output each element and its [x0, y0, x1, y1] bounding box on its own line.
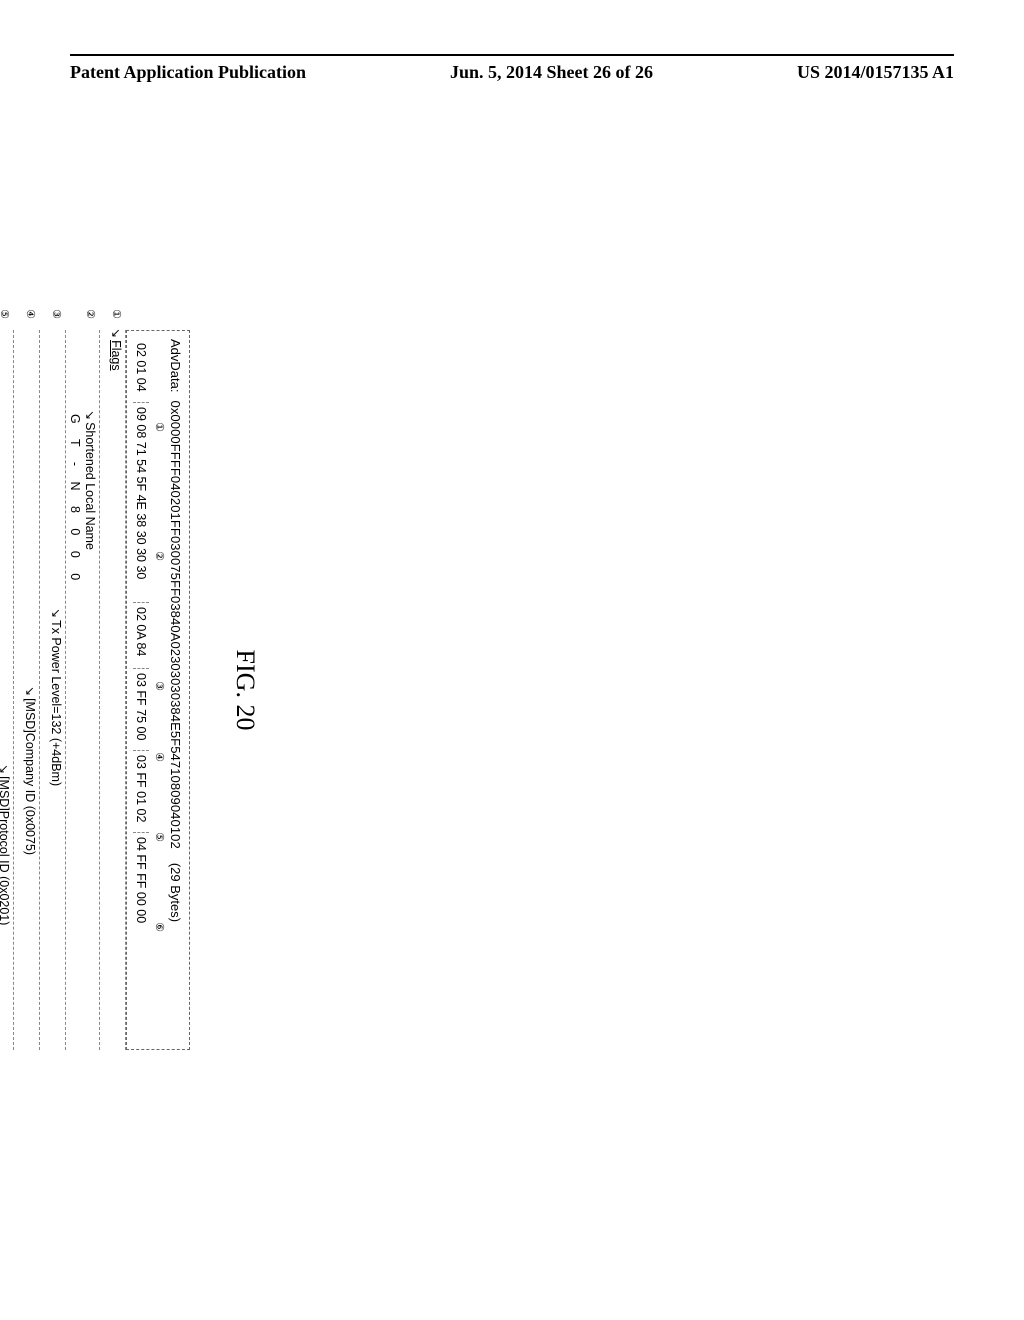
advdata-hex: 0x0000FFFF040201FF030075FF03840A02303030…: [168, 400, 183, 848]
bytes-seg-6: 04 FF FF 00 00: [133, 833, 149, 937]
decode-rows: ① ↘Flags ② ↘Shortened Local Name G T - N…: [0, 330, 126, 1050]
marker-6: ⑥: [153, 877, 166, 977]
header-right: US 2014/0157135 A1: [797, 62, 954, 83]
marker-5: ⑤: [153, 797, 166, 877]
decode-idx-5: ⑤: [0, 302, 11, 326]
decode-text-1: Flags: [109, 340, 123, 371]
advdata-line: AdvData: 0x0000FFFF040201FF030075FF03840…: [168, 339, 183, 1041]
page: Patent Application Publication Jun. 5, 2…: [0, 0, 1024, 1320]
bytes-row: 02 01 04 09 08 71 54 5F 4E 38 30 30 30 0…: [133, 339, 149, 1041]
decode-row-4: ④ ↘[MSD]Company ID (0x0075): [14, 330, 40, 1050]
marker-1: ①: [153, 397, 166, 457]
bytes-seg-5: 03 FF 01 02: [133, 751, 149, 833]
decode-body-3: ↘ Tx Power Level=132 (+4dBm): [49, 326, 63, 1050]
figure-title: FIG. 20: [230, 330, 260, 1050]
page-header: Patent Application Publication Jun. 5, 2…: [0, 54, 1024, 83]
decode-idx-4: ④: [24, 302, 37, 326]
decode-text-3: Tx Power Level=132 (+4dBm): [49, 620, 63, 786]
advdata-bytecount: (29 Bytes): [168, 863, 183, 922]
decode-row-5: ⑤ ↘[MSD]Protocol ID (0x0201): [0, 330, 14, 1050]
decode-row-3: ③ ↘Tx Power Level=132 (+4dBm): [40, 330, 66, 1050]
header-mid: Jun. 5, 2014 Sheet 26 of 26: [450, 62, 653, 83]
marker-3: ③: [153, 655, 166, 717]
decode-body-5: ↘ [MSD]Protocol ID (0x0201): [0, 326, 11, 1050]
down-right-arrow-icon: ↘: [49, 608, 63, 618]
advdata-box: AdvData: 0x0000FFFF040201FF030075FF03840…: [126, 330, 190, 1050]
down-right-arrow-icon: ↘: [23, 686, 37, 696]
decode-text-2-chars: G T - N 8 0 0 0: [68, 410, 82, 1050]
decode-body-2: ↘ Shortened Local Name G T - N 8 0 0 0: [68, 326, 97, 1050]
decode-text-4: [MSD]Company ID (0x0075): [23, 698, 37, 855]
header-left: Patent Application Publication: [70, 62, 306, 83]
header-row: Patent Application Publication Jun. 5, 2…: [70, 62, 954, 83]
marker-4: ④: [153, 717, 166, 797]
header-rule: [70, 54, 954, 56]
bytes-seg-2: 09 08 71 54 5F 4E 38 30 30 30: [133, 403, 149, 603]
decode-row-2: ② ↘Shortened Local Name G T - N 8 0 0 0: [66, 330, 100, 1050]
decode-body-1: ↘ Flags: [109, 326, 123, 1050]
bytes-seg-4: 03 FF 75 00: [133, 669, 149, 751]
decode-row-1: ① ↘Flags: [100, 330, 126, 1050]
decode-text-5: [MSD]Protocol ID (0x0201): [0, 776, 11, 925]
down-right-arrow-icon: ↘: [83, 410, 97, 420]
figure-rotated-block: FIG. 20 AdvData: 0x0000FFFF040201FF03007…: [0, 330, 260, 1050]
marker-2: ②: [153, 457, 166, 655]
decode-idx-1: ①: [110, 302, 123, 326]
decode-idx-3: ③: [50, 302, 63, 326]
down-right-arrow-icon: ↘: [0, 764, 11, 774]
advdata-label: AdvData:: [168, 339, 183, 392]
segment-marker-row: ① ② ③ ④ ⑤ ⑥: [153, 339, 166, 1041]
decode-idx-2: ②: [84, 302, 97, 326]
down-right-arrow-icon: ↘: [109, 328, 123, 338]
bytes-seg-1: 02 01 04: [133, 339, 149, 403]
decode-text-2-label: Shortened Local Name: [83, 422, 97, 550]
bytes-seg-3: 02 0A 84: [133, 603, 149, 669]
decode-body-4: ↘ [MSD]Company ID (0x0075): [23, 326, 37, 1050]
